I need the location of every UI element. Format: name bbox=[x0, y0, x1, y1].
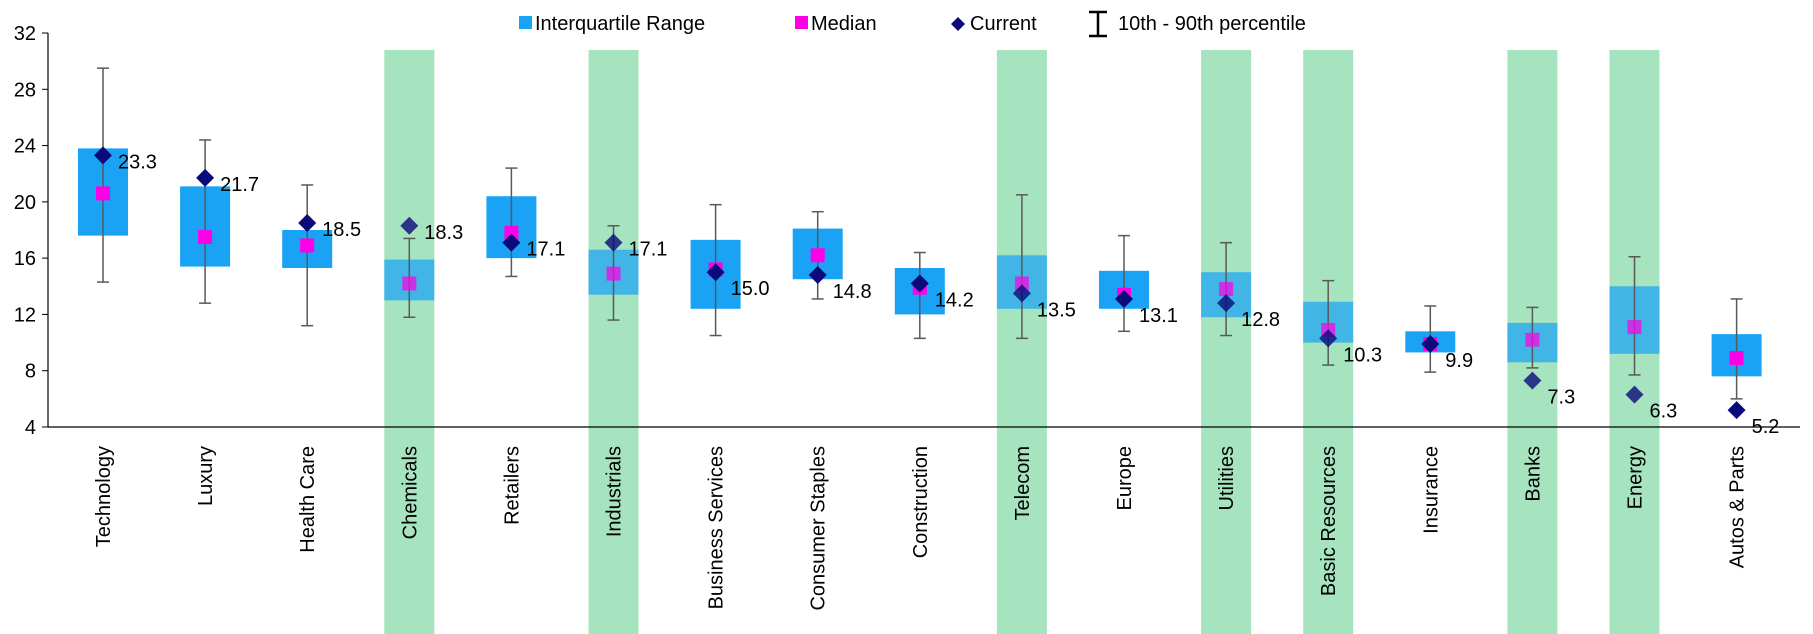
current-data-label: 6.3 bbox=[1650, 401, 1678, 423]
current-marker bbox=[196, 168, 215, 187]
y-tick-label: 32 bbox=[14, 23, 36, 45]
x-tick-label: Industrials bbox=[604, 446, 626, 537]
highlight-band-9 bbox=[996, 50, 1047, 634]
highlight-band-11 bbox=[1201, 50, 1252, 634]
current-marker bbox=[706, 263, 725, 282]
y-tick-label: 20 bbox=[14, 192, 36, 214]
current-data-label: 13.1 bbox=[1139, 305, 1178, 327]
x-tick-label: Luxury bbox=[195, 446, 217, 506]
current-marker bbox=[1625, 385, 1644, 404]
x-tick-label: Business Services bbox=[706, 446, 728, 609]
median-marker bbox=[1219, 282, 1234, 297]
y-tick-label: 16 bbox=[14, 248, 36, 270]
x-tick-label: Technology bbox=[93, 446, 115, 547]
median-marker bbox=[1627, 320, 1642, 335]
x-tick-label: Insurance bbox=[1420, 446, 1442, 534]
median-marker bbox=[1729, 351, 1744, 366]
x-tick-label: Europe bbox=[1114, 446, 1136, 511]
current-data-label: 12.8 bbox=[1241, 309, 1280, 331]
current-data-label: 10.3 bbox=[1343, 344, 1382, 366]
current-marker bbox=[298, 213, 317, 232]
current-data-label: 18.5 bbox=[322, 219, 361, 241]
current-marker bbox=[604, 233, 623, 252]
current-marker bbox=[910, 274, 929, 293]
x-tick-label: Retailers bbox=[501, 446, 523, 525]
current-marker bbox=[808, 266, 827, 285]
highlight-band-3 bbox=[384, 50, 435, 634]
y-tick-label: 4 bbox=[25, 417, 36, 439]
median-marker bbox=[1525, 332, 1540, 347]
current-marker bbox=[1115, 289, 1133, 308]
current-data-label: 14.2 bbox=[935, 289, 974, 311]
current-data-label: 17.1 bbox=[629, 239, 668, 261]
current-marker bbox=[1523, 371, 1542, 390]
x-tick-label: Construction bbox=[910, 446, 932, 558]
median-marker bbox=[402, 276, 417, 291]
legend-iqr-label: Interquartile Range bbox=[535, 13, 705, 35]
x-tick-label: Telecom bbox=[1012, 446, 1034, 520]
y-tick-label: 24 bbox=[14, 136, 36, 158]
legend-median-label: Median bbox=[811, 13, 877, 35]
current-data-label: 23.3 bbox=[118, 151, 157, 173]
current-marker bbox=[1421, 334, 1440, 353]
x-tick-label: Utilities bbox=[1216, 446, 1238, 510]
current-data-label: 13.5 bbox=[1037, 299, 1076, 321]
current-marker bbox=[94, 146, 112, 165]
axes: 4 8 12 16 20 24 28 32 Technology Luxury Health Car… bbox=[14, 23, 1800, 611]
legend-whisker-label: 10th - 90th percentile bbox=[1118, 13, 1306, 35]
x-tick-label: Energy bbox=[1625, 446, 1647, 509]
highlight-bands bbox=[384, 50, 1660, 634]
x-tick-label: Chemicals bbox=[399, 446, 421, 539]
current-marker bbox=[502, 233, 521, 252]
x-tick-label: Basic Resources bbox=[1318, 446, 1340, 596]
median-marker bbox=[1014, 276, 1029, 291]
median-marker bbox=[96, 186, 110, 201]
x-tick-label: Health Care bbox=[297, 446, 319, 553]
x-tick-label: Autos & Parts bbox=[1727, 446, 1749, 568]
median-marker bbox=[810, 248, 825, 263]
legend-current-label: Current bbox=[970, 13, 1037, 35]
current-data-label: 21.7 bbox=[220, 174, 259, 196]
y-tick-label: 12 bbox=[14, 304, 36, 326]
median-marker bbox=[606, 266, 621, 281]
current-data-label: 7.3 bbox=[1547, 387, 1575, 409]
current-marker bbox=[400, 216, 419, 235]
median-marker bbox=[300, 238, 315, 253]
current-data-label: 18.3 bbox=[424, 222, 463, 244]
legend-median-swatch bbox=[795, 16, 808, 29]
current-data-label: 15.0 bbox=[731, 278, 770, 300]
current-marker bbox=[1217, 294, 1236, 313]
highlight-band-5 bbox=[588, 50, 639, 634]
current-marker bbox=[1012, 284, 1031, 303]
current-data-label: 9.9 bbox=[1445, 350, 1473, 372]
x-tick-label: Consumer Staples bbox=[808, 446, 830, 611]
legend-iqr-swatch bbox=[519, 16, 532, 29]
legend-current-swatch bbox=[951, 17, 965, 31]
current-marker bbox=[1319, 329, 1338, 348]
chart-marks: 23.3 21.7 18.5 18.3 17.1 17.1 15.0 14.8 14.2 13.5… bbox=[78, 67, 1780, 438]
current-data-label: 17.1 bbox=[526, 239, 565, 261]
current-data-label: 5.2 bbox=[1752, 416, 1780, 438]
y-tick-label: 28 bbox=[14, 79, 36, 101]
current-marker bbox=[1727, 401, 1746, 420]
x-tick-label: Banks bbox=[1522, 446, 1544, 502]
median-marker bbox=[198, 230, 213, 245]
legend: Interquartile Range Median Current 10th - 9… bbox=[519, 10, 1306, 38]
median-marker bbox=[504, 225, 519, 240]
y-tick-label: 8 bbox=[25, 361, 36, 383]
current-data-label: 14.8 bbox=[833, 281, 872, 303]
